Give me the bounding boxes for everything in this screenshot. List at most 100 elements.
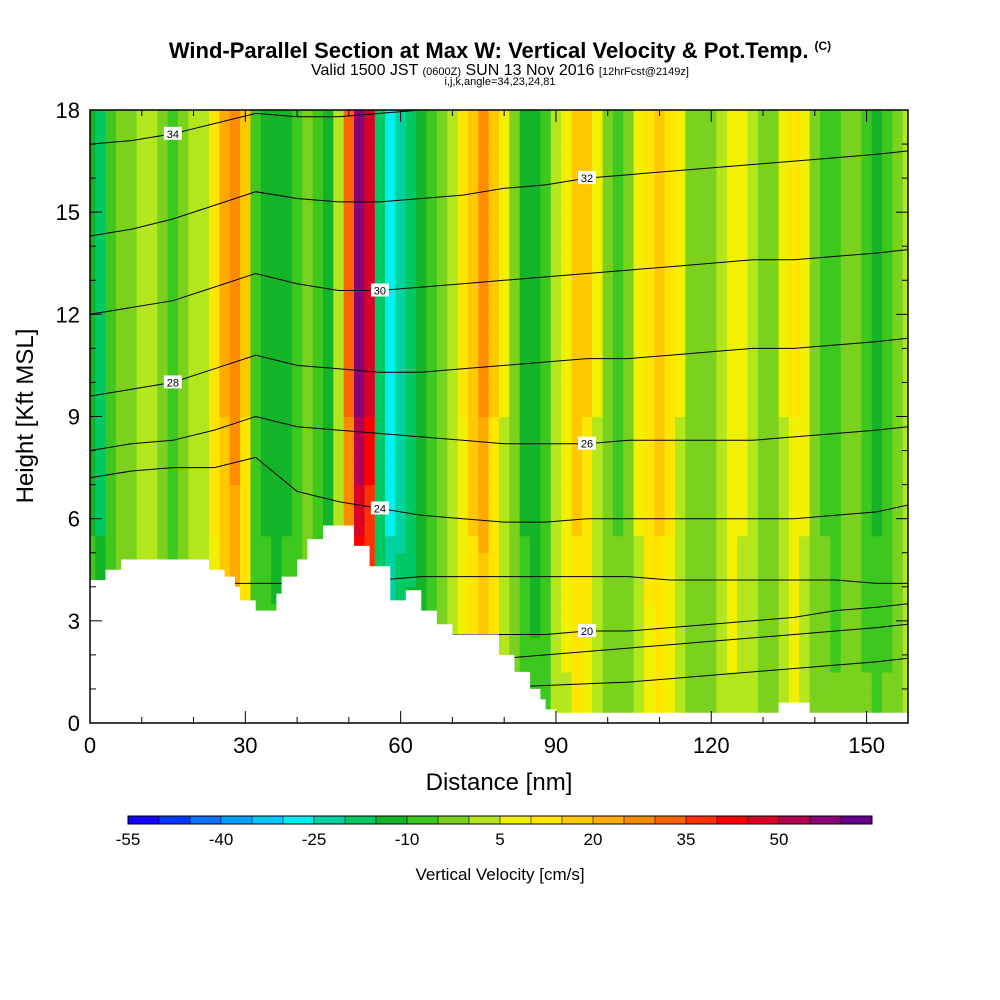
velocity-cell bbox=[716, 229, 728, 247]
velocity-cell bbox=[902, 552, 908, 571]
velocity-cell bbox=[229, 212, 241, 230]
velocity-cell bbox=[871, 688, 883, 707]
velocity-cell bbox=[488, 127, 500, 145]
velocity-cell bbox=[395, 195, 407, 213]
velocity-cell bbox=[354, 178, 365, 196]
velocity-cell bbox=[623, 433, 635, 452]
velocity-cell bbox=[333, 365, 345, 384]
velocity-cell bbox=[819, 586, 831, 605]
velocity-cell bbox=[229, 501, 241, 520]
velocity-cell bbox=[716, 637, 728, 656]
velocity-cell bbox=[260, 569, 272, 588]
velocity-cell bbox=[851, 280, 862, 298]
velocity-cell bbox=[281, 450, 293, 469]
velocity-cell bbox=[778, 348, 790, 367]
velocity-cell bbox=[571, 620, 583, 639]
velocity-cell bbox=[768, 501, 780, 520]
velocity-cell bbox=[550, 603, 562, 622]
velocity-cell bbox=[343, 382, 355, 401]
velocity-cell bbox=[778, 484, 790, 503]
velocity-cell bbox=[768, 263, 780, 281]
velocity-cell bbox=[851, 518, 862, 537]
velocity-cell bbox=[167, 110, 179, 128]
velocity-cell bbox=[499, 416, 510, 435]
velocity-cell bbox=[115, 518, 127, 537]
velocity-cell bbox=[167, 331, 179, 349]
velocity-cell bbox=[716, 535, 728, 554]
velocity-cell bbox=[488, 433, 500, 452]
velocity-cell bbox=[819, 416, 831, 435]
velocity-cell bbox=[788, 484, 800, 503]
velocity-cell bbox=[602, 450, 614, 469]
velocity-cell bbox=[675, 569, 686, 588]
velocity-cell bbox=[726, 637, 738, 656]
velocity-cell bbox=[519, 637, 531, 656]
velocity-cell bbox=[436, 144, 448, 162]
velocity-cell bbox=[499, 399, 510, 418]
velocity-cell bbox=[757, 637, 769, 656]
velocity-cell bbox=[623, 688, 635, 707]
velocity-cell bbox=[302, 280, 314, 298]
velocity-cell bbox=[90, 535, 96, 554]
velocity-cell bbox=[499, 178, 510, 196]
velocity-cell bbox=[726, 280, 738, 298]
velocity-cell bbox=[322, 382, 334, 401]
velocity-cell bbox=[664, 365, 676, 384]
velocity-cell bbox=[499, 280, 510, 298]
velocity-cell bbox=[643, 654, 655, 673]
velocity-cell bbox=[364, 365, 376, 384]
velocity-cell bbox=[643, 518, 655, 537]
velocity-cell bbox=[126, 484, 138, 503]
velocity-cell bbox=[281, 484, 293, 503]
velocity-cell bbox=[436, 501, 448, 520]
velocity-cell bbox=[799, 467, 811, 486]
velocity-cell bbox=[457, 518, 469, 537]
velocity-cell bbox=[581, 399, 593, 418]
velocity-cell bbox=[178, 484, 189, 503]
velocity-cell bbox=[333, 161, 345, 179]
velocity-cell bbox=[426, 212, 438, 230]
velocity-cell bbox=[105, 246, 117, 264]
velocity-cell bbox=[385, 178, 397, 196]
velocity-cell bbox=[478, 297, 490, 315]
velocity-cell bbox=[685, 450, 697, 469]
terrain bbox=[90, 525, 908, 723]
velocity-cell bbox=[354, 467, 365, 486]
velocity-cell bbox=[115, 161, 127, 179]
velocity-cell bbox=[768, 144, 780, 162]
velocity-cell bbox=[405, 467, 417, 486]
velocity-cell bbox=[146, 535, 158, 554]
velocity-cell bbox=[623, 195, 635, 213]
velocity-cell bbox=[830, 348, 842, 367]
velocity-cell bbox=[530, 365, 542, 384]
velocity-cell bbox=[643, 280, 655, 298]
velocity-cell bbox=[675, 331, 686, 349]
velocity-cell bbox=[633, 552, 645, 571]
velocity-cell bbox=[312, 246, 324, 264]
velocity-cell bbox=[643, 161, 655, 179]
velocity-cell bbox=[550, 348, 562, 367]
velocity-cell bbox=[633, 178, 645, 196]
velocity-cell bbox=[861, 297, 873, 315]
velocity-cell bbox=[209, 246, 221, 264]
velocity-cell bbox=[509, 110, 521, 128]
velocity-cell bbox=[416, 331, 428, 349]
velocity-cell bbox=[457, 416, 469, 435]
velocity-cell bbox=[447, 280, 459, 298]
velocity-cell bbox=[198, 331, 210, 349]
velocity-cell bbox=[799, 348, 811, 367]
velocity-cell bbox=[747, 416, 759, 435]
velocity-cell bbox=[737, 195, 749, 213]
velocity-cell bbox=[436, 263, 448, 281]
velocity-cell bbox=[260, 297, 272, 315]
velocity-cell bbox=[302, 195, 314, 213]
velocity-cell bbox=[726, 195, 738, 213]
velocity-cell bbox=[95, 501, 107, 520]
velocity-cell bbox=[374, 348, 386, 367]
velocity-cell bbox=[788, 518, 800, 537]
velocity-cell bbox=[519, 501, 531, 520]
velocity-cell bbox=[716, 518, 728, 537]
velocity-cell bbox=[757, 552, 769, 571]
velocity-cell bbox=[405, 518, 417, 537]
